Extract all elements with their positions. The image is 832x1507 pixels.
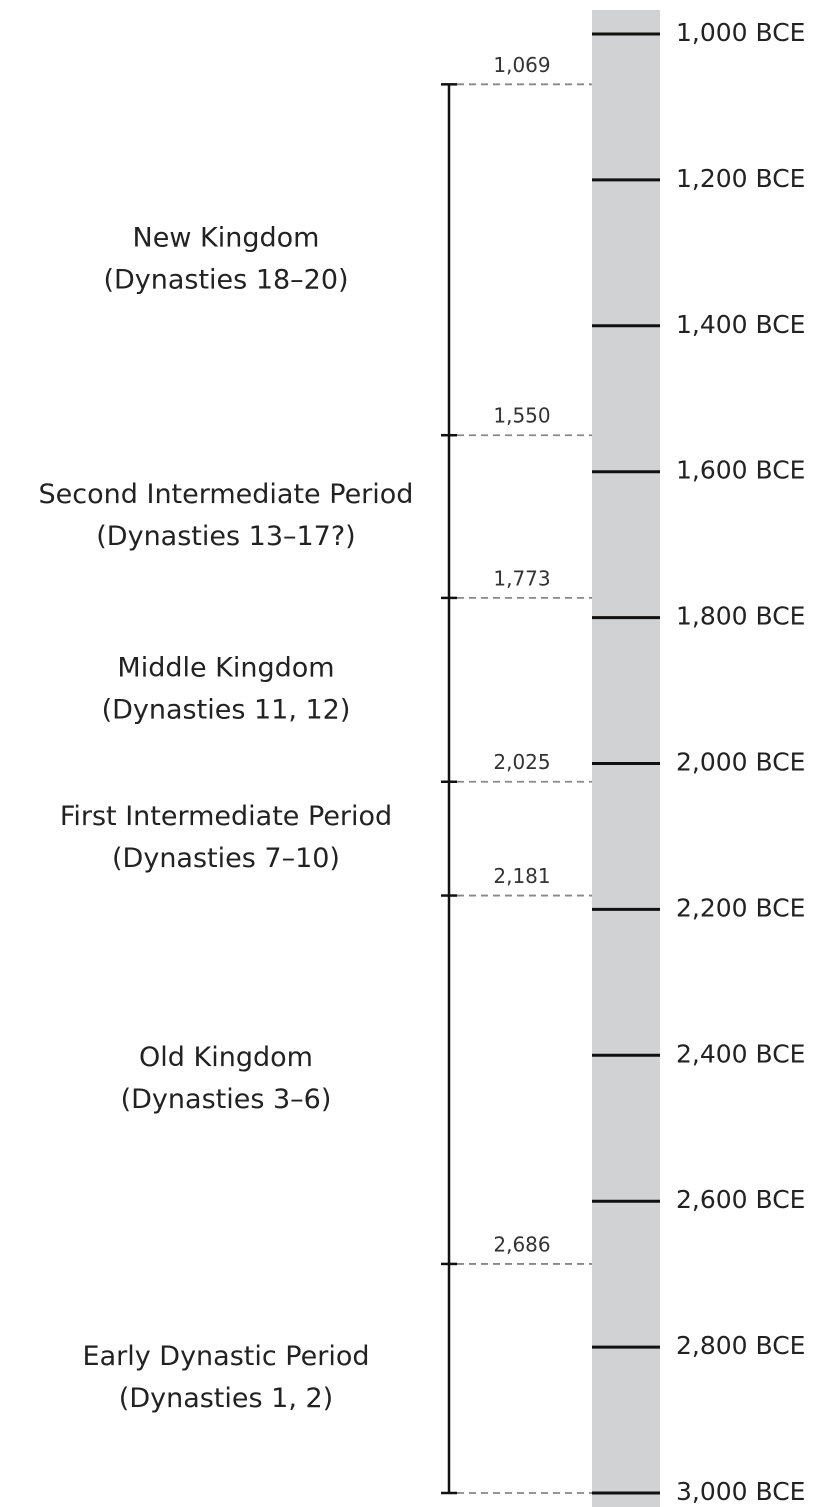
boundary-label: 1,550 xyxy=(493,404,550,428)
tick-label: 1,200 BCE xyxy=(676,164,805,193)
period-name: Middle Kingdom xyxy=(117,652,334,683)
period-dynasties: (Dynasties 11, 12) xyxy=(102,694,351,725)
boundary-label: 2,686 xyxy=(493,1232,550,1256)
period-name: First Intermediate Period xyxy=(60,801,392,832)
tick-label: 1,800 BCE xyxy=(676,602,805,631)
period-name: New Kingdom xyxy=(133,222,320,253)
period-dynasties: (Dynasties 3–6) xyxy=(121,1084,332,1115)
tick-label: 3,000 BCE xyxy=(676,1477,805,1506)
tick-label: 1,400 BCE xyxy=(676,310,805,339)
tick-label: 2,800 BCE xyxy=(676,1331,805,1360)
boundary-label: 2,181 xyxy=(493,864,550,888)
tick-label: 1,600 BCE xyxy=(676,456,805,485)
tick-label: 2,400 BCE xyxy=(676,1039,805,1068)
tick-label: 1,000 BCE xyxy=(676,18,805,47)
period-dynasties: (Dynasties 1, 2) xyxy=(119,1383,333,1414)
boundary-label: 1,773 xyxy=(493,566,550,590)
period-dynasties: (Dynasties 7–10) xyxy=(112,843,340,874)
tick-label: 2,000 BCE xyxy=(676,748,805,777)
tick-label: 2,200 BCE xyxy=(676,893,805,922)
period-dynasties: (Dynasties 13–17?) xyxy=(96,521,355,552)
boundary-label: 2,025 xyxy=(493,750,550,774)
period-name: Old Kingdom xyxy=(139,1042,313,1073)
period-dynasties: (Dynasties 18–20) xyxy=(103,264,348,295)
tick-label: 2,600 BCE xyxy=(676,1185,805,1214)
period-name: Second Intermediate Period xyxy=(39,479,414,510)
period-name: Early Dynastic Period xyxy=(83,1341,370,1372)
boundary-label: 1,069 xyxy=(493,53,550,77)
time-bar xyxy=(592,10,660,1507)
